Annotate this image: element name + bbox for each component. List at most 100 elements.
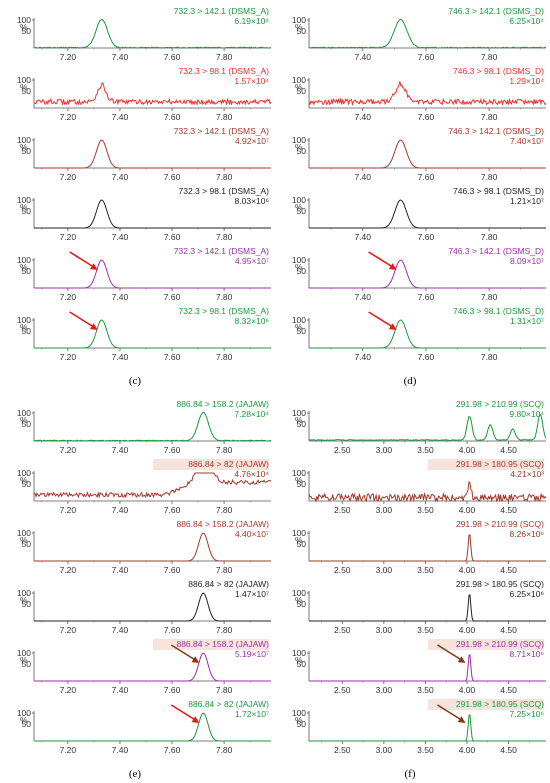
panel-label-e: (e) (129, 768, 142, 780)
x-tick-label-14-3: 7.80 (216, 565, 233, 575)
trace-line-14 (34, 532, 271, 562)
x-tick-label-7-0: 7.40 (354, 112, 371, 122)
y-unit-0: % (20, 22, 28, 32)
y-tick-label-15-1: 50 (22, 599, 32, 609)
x-tick-label-0-2: 7.60 (164, 52, 181, 62)
intensity-label-7: 1.29×10⁴ (509, 76, 544, 86)
y-tick-label-3-1: 50 (22, 206, 32, 216)
x-tick-label-4-2: 7.60 (164, 292, 181, 302)
y-tick-label-2-0: 100 (17, 135, 31, 145)
x-tick-label-21-1: 3.00 (376, 625, 393, 635)
x-tick-label-18-1: 3.00 (376, 445, 393, 455)
transition-label-5: 732.3 > 98.1 (DSMS_A) (179, 306, 270, 316)
transition-label-4: 732.3 > 142.1 (DSMS_A) (174, 246, 269, 256)
x-tick-label-5-3: 7.80 (216, 352, 233, 362)
y-unit-16: % (20, 655, 28, 665)
intensity-label-1: 1.57×10⁴ (234, 76, 269, 86)
panel-label-c: (c) (129, 375, 142, 387)
intensity-label-18: 9.80×10⁴ (509, 409, 544, 419)
x-tick-label-2-2: 7.60 (164, 172, 181, 182)
y-unit-20: % (295, 535, 303, 545)
y-tick-label-23-1: 50 (297, 719, 307, 729)
trace-line-2 (34, 139, 271, 169)
x-tick-label-3-1: 7.40 (112, 232, 129, 242)
y-tick-label-0-1: 50 (22, 26, 32, 36)
y-unit-18: % (295, 415, 303, 425)
x-tick-label-11-2: 7.80 (481, 352, 498, 362)
intensity-label-17: 1.72×10⁷ (235, 709, 269, 719)
transition-label-19: 291.98 > 180.95 (SCQ) (456, 459, 544, 469)
arrow-shaft-22 (437, 644, 462, 661)
y-tick-label-14-0: 100 (17, 528, 31, 538)
arrow-shaft-4 (69, 251, 95, 268)
y-tick-label-1-1: 50 (22, 86, 32, 96)
arrow-head-5 (89, 323, 98, 330)
x-tick-label-6-2: 7.80 (481, 52, 498, 62)
y-tick-label-10-0: 100 (292, 255, 306, 265)
y-tick-label-23-0: 100 (292, 708, 306, 718)
y-unit-12: % (20, 415, 28, 425)
x-tick-label-19-2: 3.50 (417, 505, 434, 515)
x-tick-label-21-2: 3.50 (417, 625, 434, 635)
x-tick-label-19-4: 4.50 (500, 505, 517, 515)
trace-line-3 (34, 199, 271, 229)
trace-line-18 (308, 413, 547, 442)
x-tick-label-16-2: 7.60 (164, 685, 181, 695)
x-tick-label-21-3: 4.00 (459, 625, 476, 635)
chromatogram-grid: 732.3 > 142.1 (DSMS_A)6.19×10⁴10050%7.20… (17, 6, 547, 755)
y-tick-label-19-0: 100 (292, 468, 306, 478)
transition-label-3: 732.3 > 98.1 (DSMS_A) (179, 186, 270, 196)
x-tick-label-20-4: 4.50 (500, 565, 517, 575)
x-tick-label-0-3: 7.80 (216, 52, 233, 62)
transition-label-16: 886.84 > 158.2 (JAJAW) (176, 639, 269, 649)
label-highlight-23 (428, 699, 544, 710)
x-tick-label-16-1: 7.40 (112, 685, 129, 695)
x-tick-label-1-1: 7.40 (112, 112, 129, 122)
transition-label-18: 291.98 > 210.99 (SCQ) (456, 399, 544, 409)
x-tick-label-17-1: 7.40 (112, 745, 129, 755)
arrow-head-11 (388, 323, 397, 330)
intensity-label-19: 4.21×10³ (510, 469, 544, 479)
x-tick-label-8-2: 7.80 (481, 172, 498, 182)
transition-label-6: 746.3 > 142.1 (DSMS_D) (448, 6, 544, 16)
label-highlight-19 (428, 459, 544, 470)
x-tick-label-8-0: 7.40 (354, 172, 371, 182)
x-tick-label-9-0: 7.40 (354, 232, 371, 242)
y-tick-label-20-0: 100 (292, 528, 306, 538)
y-tick-label-10-1: 50 (297, 266, 307, 276)
trace-line-23 (309, 714, 546, 742)
transition-label-20: 291.98 > 210.99 (SCQ) (456, 519, 544, 529)
x-tick-label-18-0: 2.50 (334, 445, 351, 455)
x-tick-label-2-1: 7.40 (112, 172, 129, 182)
x-tick-label-18-4: 4.50 (500, 445, 517, 455)
trace-line-5 (34, 319, 271, 349)
arrow-shaft-23 (437, 704, 462, 721)
y-tick-label-5-0: 100 (17, 315, 31, 325)
x-tick-label-13-2: 7.60 (164, 505, 181, 515)
x-tick-label-17-2: 7.60 (164, 745, 181, 755)
y-unit-13: % (20, 475, 28, 485)
x-tick-label-14-2: 7.60 (164, 565, 181, 575)
transition-label-9: 746.3 > 98.1 (DSMS_D) (453, 186, 544, 196)
y-unit-9: % (295, 202, 303, 212)
x-tick-label-20-3: 4.00 (459, 565, 476, 575)
y-tick-label-4-1: 50 (22, 266, 32, 276)
transition-label-23: 291.98 > 180.95 (SCQ) (456, 699, 544, 709)
x-tick-label-13-0: 7.20 (60, 505, 77, 515)
x-tick-label-17-0: 7.20 (60, 745, 77, 755)
x-tick-label-12-2: 7.60 (164, 445, 181, 455)
x-tick-label-23-2: 3.50 (417, 745, 434, 755)
y-unit-7: % (295, 82, 303, 92)
x-tick-label-18-2: 3.50 (417, 445, 434, 455)
x-tick-label-15-3: 7.80 (216, 625, 233, 635)
panel-label-d: (d) (404, 375, 417, 387)
x-tick-label-1-3: 7.80 (216, 112, 233, 122)
x-tick-label-19-3: 4.00 (459, 505, 476, 515)
x-tick-label-2-0: 7.20 (60, 172, 77, 182)
x-tick-label-6-0: 7.40 (354, 52, 371, 62)
